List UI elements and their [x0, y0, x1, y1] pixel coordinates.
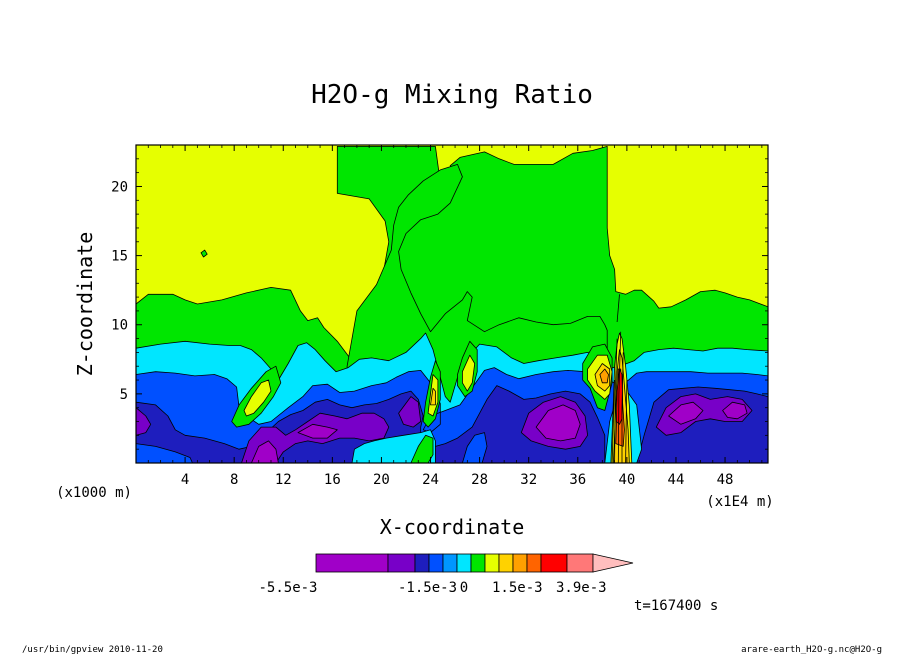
- contour-lines: [611, 294, 628, 463]
- footer-left: /usr/bin/gpview 2010-11-20: [22, 645, 163, 654]
- contour-region-magenta-core-d: [668, 401, 704, 425]
- y-axis-title: Z-coordinate: [73, 232, 97, 377]
- footer-right: arare-earth_H2O-g.nc@H2O-g: [741, 645, 882, 654]
- contour-line-3: [625, 379, 628, 463]
- contour-region-blue-strip-b: [136, 443, 193, 463]
- x-tick-label: 28: [471, 472, 488, 488]
- contour-line-0: [614, 338, 618, 463]
- colorbar-label: -5.5e-3: [258, 580, 317, 596]
- colorbar: [315, 553, 634, 573]
- contour-region-blue-strip-a: [462, 432, 488, 463]
- x-tick-label: 24: [422, 472, 439, 488]
- x-tick-label: 4: [181, 472, 189, 488]
- contour-region-magenta-core-e: [722, 401, 748, 420]
- colorbar-label: 0: [460, 580, 468, 596]
- contour-fill-layers: [136, 146, 768, 463]
- y-tick-label: 5: [120, 387, 128, 403]
- contour-region-isolated-dot: [200, 249, 208, 258]
- colorbar-swatch: [540, 553, 568, 573]
- colorbar-swatch: [456, 553, 472, 573]
- x-axis-title: X-coordinate: [380, 515, 525, 539]
- contour-region-magenta-core-a: [251, 440, 279, 463]
- colorbar-labels: -5.5e-3 -1.5e-3 0 1.5e-3 3.9e-3: [258, 580, 606, 596]
- x-tick-label: 32: [520, 472, 537, 488]
- contour-region-magenta-core-b: [297, 423, 338, 439]
- y-tick-label: 15: [111, 249, 128, 265]
- y-tick-label: 20: [111, 179, 128, 195]
- colorbar-swatch: [387, 553, 416, 573]
- colorbar-swatch: [512, 553, 528, 573]
- x-axis-ticks: 4 8 12 16 20 24 28 32 36 40 44 48: [147, 145, 763, 488]
- contour-region-green-plume-e: [410, 434, 434, 463]
- contour-line-2: [621, 352, 624, 463]
- colorbar-swatch: [526, 553, 542, 573]
- contour-region-purple-cell-d: [655, 393, 753, 436]
- colorbar-label: 1.5e-3: [492, 580, 543, 596]
- contour-line-1: [617, 331, 622, 463]
- contour-region-yellow-plume-a: [243, 379, 272, 417]
- contour-region-orange-plume-b: [430, 387, 436, 406]
- x-tick-label: 40: [618, 472, 635, 488]
- x-tick-label: 36: [569, 472, 586, 488]
- colorbar-extend-triangle: [592, 553, 634, 573]
- colorbar-swatch: [442, 553, 458, 573]
- colorbar-swatch: [566, 553, 594, 573]
- contour-region-purple-cell-b: [398, 396, 422, 428]
- colorbar-label: 3.9e-3: [556, 580, 607, 596]
- contour-region-orange-plume-d2: [599, 368, 609, 384]
- colorbar-swatch: [315, 553, 389, 573]
- contour-line-4: [611, 379, 615, 463]
- y-axis-ticks: 5 10 15 20: [111, 158, 768, 450]
- x-tick-label: 8: [230, 472, 238, 488]
- contour-region-purple-cell-e: [136, 407, 152, 436]
- time-label: t=167400 s: [634, 598, 718, 614]
- x-tick-label: 48: [717, 472, 734, 488]
- colorbar-label: -1.5e-3: [398, 580, 457, 596]
- chart-title: H2O-g Mixing Ratio: [311, 80, 593, 110]
- contour-line-5: [616, 294, 620, 323]
- x-tick-label: 12: [275, 472, 292, 488]
- colorbar-swatch: [498, 553, 514, 573]
- colorbar-swatch: [428, 553, 444, 573]
- x-tick-label: 20: [373, 472, 390, 488]
- plot-frame: [135, 144, 769, 464]
- colorbar-swatch: [484, 553, 500, 573]
- y-tick-label: 10: [111, 318, 128, 334]
- y-axis-unit: (x1000 m): [56, 485, 132, 501]
- contour-region-magenta-core-c: [535, 404, 581, 442]
- x-tick-label: 16: [324, 472, 341, 488]
- colorbar-swatch: [470, 553, 486, 573]
- x-axis-unit: (x1E4 m): [706, 494, 773, 510]
- x-tick-label: 44: [668, 472, 685, 488]
- colorbar-swatch: [414, 553, 430, 573]
- contour-region-yellow-plume-c: [462, 354, 476, 392]
